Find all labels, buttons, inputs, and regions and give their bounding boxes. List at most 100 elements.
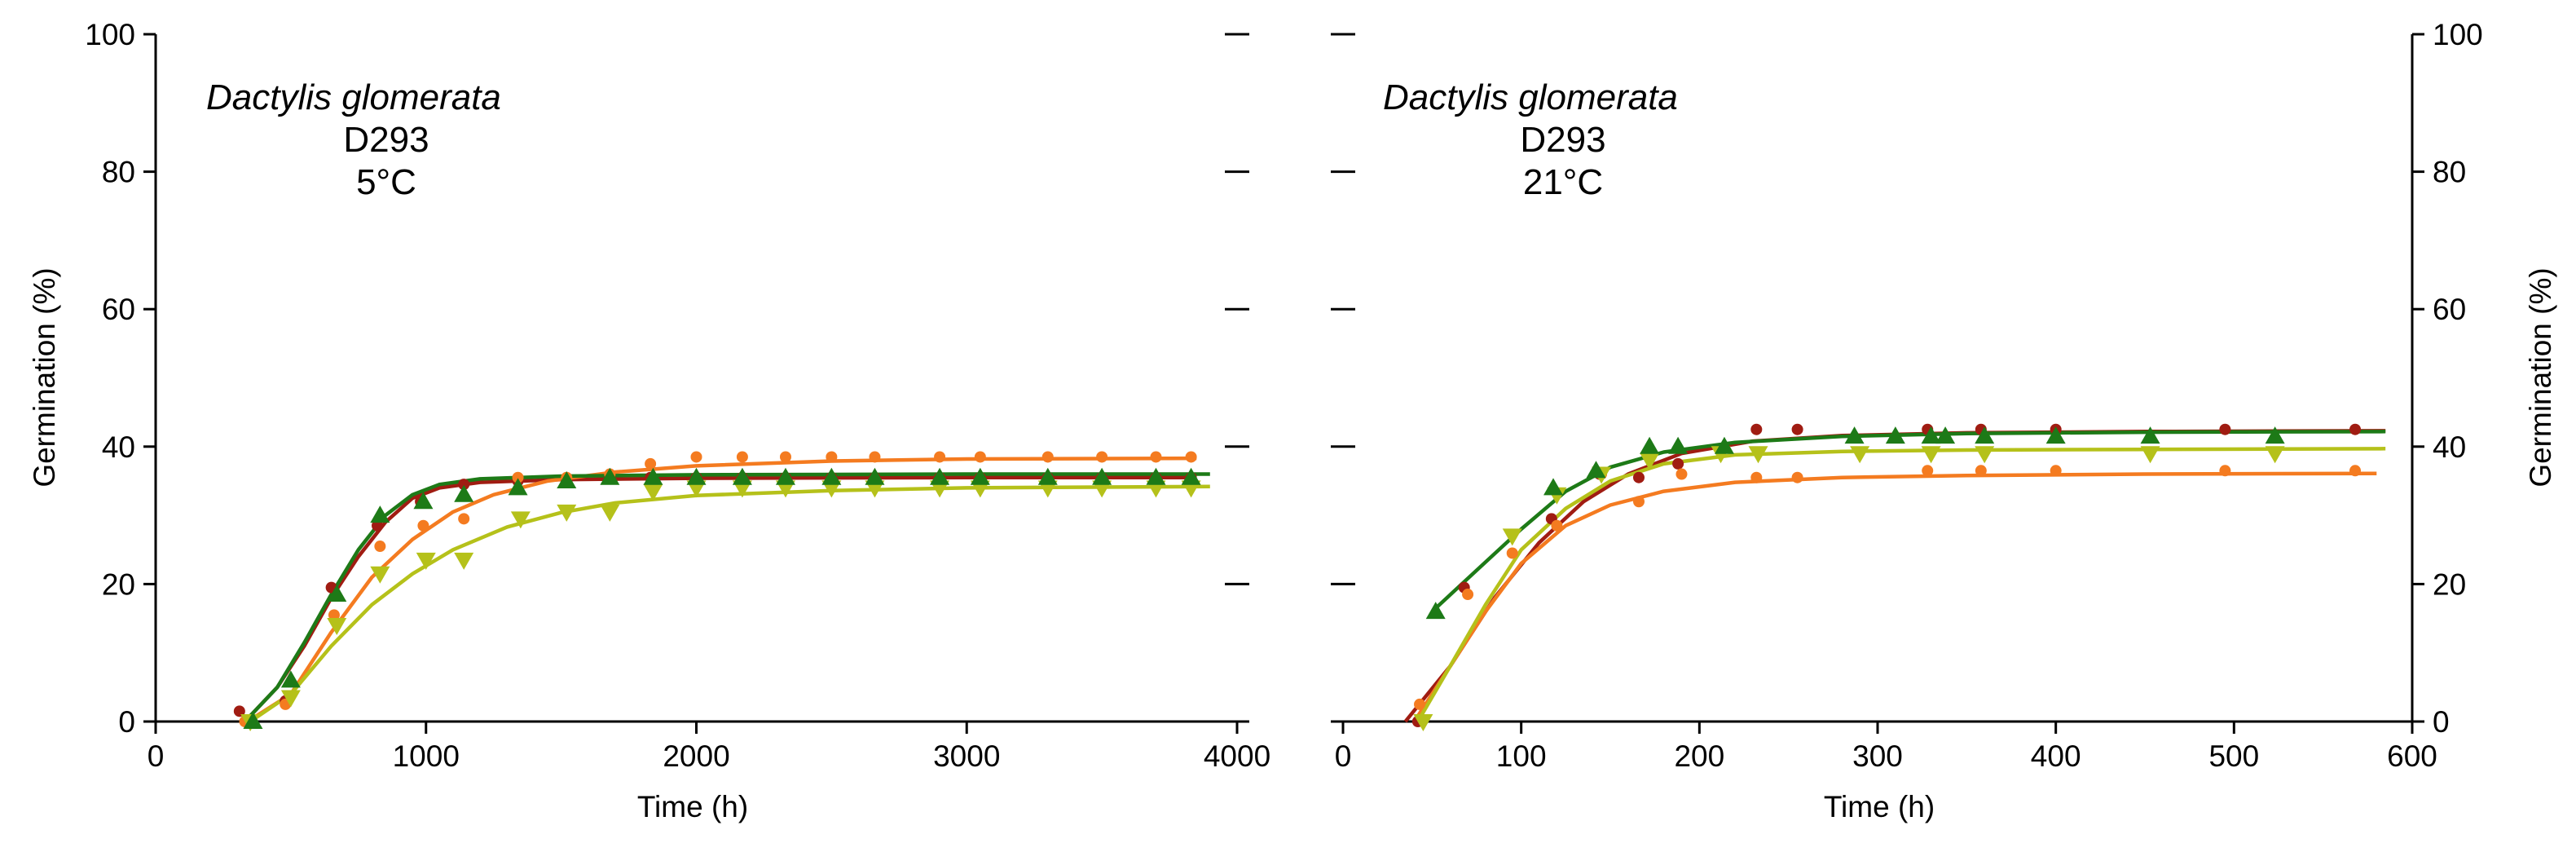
data-point-yellow_green — [510, 511, 531, 529]
y-tick-label: 60 — [102, 293, 135, 326]
x-tick-label: 300 — [1852, 739, 1903, 773]
data-point-green — [1935, 426, 1956, 444]
left-fit-curves — [243, 456, 1210, 723]
data-point-green — [280, 670, 301, 688]
data-point-yellow_green — [643, 483, 663, 501]
data-point-green — [327, 585, 347, 602]
data-point-orange — [1975, 465, 1987, 477]
data-point-orange — [869, 451, 881, 463]
data-point-green — [1714, 436, 1734, 454]
data-point-orange — [2219, 465, 2231, 477]
data-point-green — [1425, 602, 1446, 620]
data-point-green — [865, 467, 885, 485]
y-tick-label: 20 — [102, 567, 135, 601]
left-x-axis-title: Time (h) — [637, 790, 748, 823]
right-x-axis-title: Time (h) — [1824, 790, 1935, 823]
data-point-dark_red — [2349, 423, 2362, 435]
data-point-yellow_green — [327, 617, 347, 635]
x-tick-label: 0 — [1335, 739, 1352, 773]
data-point-yellow_green — [1502, 528, 1522, 546]
data-point-green — [1181, 467, 1201, 485]
data-point-green — [1844, 426, 1865, 444]
data-point-orange — [1096, 451, 1108, 463]
data-point-green — [1640, 436, 1660, 454]
fit-curve-green — [243, 472, 1210, 723]
y-tick-label: 100 — [2433, 18, 2483, 51]
data-point-green — [1586, 461, 1606, 479]
data-point-green — [413, 492, 434, 510]
data-point-yellow_green — [1413, 714, 1433, 731]
data-point-orange — [1551, 519, 1563, 532]
data-point-green — [454, 484, 474, 502]
data-point-yellow_green — [1975, 446, 1995, 464]
x-tick-label: 100 — [1496, 739, 1547, 773]
x-tick-label: 400 — [2031, 739, 2081, 773]
data-point-green — [557, 470, 577, 488]
data-point-dark_red — [233, 705, 245, 717]
data-point-yellow_green — [600, 504, 620, 522]
data-point-dark_red — [1791, 423, 1803, 435]
y-tick-label: 0 — [2433, 705, 2450, 739]
right-fit-curves — [1403, 429, 2386, 723]
right-y-axis-title: Germination (%) — [2524, 267, 2557, 487]
data-point-orange — [2349, 465, 2362, 477]
data-point-yellow_green — [557, 504, 577, 522]
data-point-orange — [1750, 471, 1763, 483]
data-point-orange — [1506, 547, 1518, 559]
left-species-title: Dactylis glomerata — [206, 77, 501, 117]
x-tick-label: 600 — [2387, 739, 2437, 773]
data-point-orange — [1791, 471, 1803, 483]
data-point-green — [1092, 467, 1112, 485]
fit-curve-green — [1430, 430, 2386, 613]
x-tick-label: 4000 — [1204, 739, 1270, 773]
right-cultivar-label: D293 — [1520, 120, 1605, 160]
left-y-axis-title: Germination (%) — [28, 267, 61, 487]
data-point-yellow_green — [2265, 446, 2285, 464]
x-tick-label: 2000 — [663, 739, 729, 773]
data-point-yellow_green — [2140, 446, 2160, 464]
data-point-yellow_green — [1640, 452, 1660, 470]
right-temperature-label: 21°C — [1523, 162, 1603, 202]
data-point-green — [2265, 426, 2285, 444]
data-point-orange — [1922, 465, 1934, 477]
data-point-green — [508, 478, 528, 496]
data-point-orange — [512, 471, 524, 483]
y-tick-label: 20 — [2433, 567, 2466, 601]
data-point-orange — [417, 519, 429, 532]
x-tick-label: 1000 — [393, 739, 460, 773]
data-point-orange — [779, 451, 791, 463]
data-point-green — [1885, 426, 1905, 444]
data-point-orange — [645, 457, 657, 470]
data-point-green — [2045, 426, 2066, 444]
data-point-yellow_green — [416, 552, 436, 570]
data-point-orange — [328, 609, 340, 621]
data-point-dark_red — [458, 479, 470, 491]
data-point-orange — [974, 451, 986, 463]
data-point-green — [930, 467, 950, 485]
data-point-yellow_green — [370, 566, 390, 584]
x-tick-label: 0 — [148, 739, 165, 773]
data-point-orange — [1632, 496, 1645, 508]
right-species-title: Dactylis glomerata — [1383, 77, 1678, 117]
data-point-green — [1146, 467, 1166, 485]
left-temperature-label: 5°C — [356, 162, 416, 202]
data-point-yellow_green — [1850, 446, 1870, 464]
fit-curve-yellow_green — [249, 484, 1210, 723]
y-tick-label: 80 — [102, 156, 135, 189]
data-point-dark_red — [1750, 423, 1763, 435]
data-point-orange — [374, 541, 386, 553]
data-point-yellow_green — [454, 552, 474, 570]
data-point-orange — [2050, 465, 2062, 477]
data-point-green — [970, 467, 990, 485]
left-ticks: 0 1000 2000 3000 4000 0 20 40 60 80 100 — [85, 18, 1270, 773]
fit-curve-orange — [1412, 471, 2377, 723]
left-data-points — [233, 451, 1201, 731]
data-point-green — [600, 467, 620, 485]
chart-panel-5c: 0 1000 2000 3000 4000 0 20 40 60 80 100 Dactylis g… — [28, 18, 1270, 823]
y-tick-label: 40 — [2433, 430, 2466, 464]
right-data-points — [1411, 423, 2362, 731]
x-tick-label: 500 — [2208, 739, 2259, 773]
data-point-green — [1543, 478, 1564, 496]
y-tick-label: 60 — [2433, 293, 2466, 326]
data-point-yellow_green — [1921, 446, 1941, 464]
